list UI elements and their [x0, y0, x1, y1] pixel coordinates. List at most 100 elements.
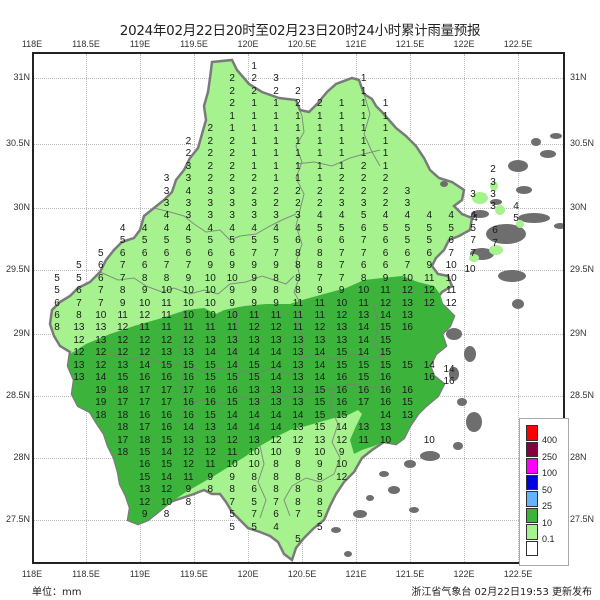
- rainfall-value: 6: [207, 247, 214, 259]
- rainfall-value: 6: [229, 247, 235, 259]
- y-tick-left: 28.5N: [5, 390, 30, 400]
- x-tick-bottom: 120.5E: [287, 569, 317, 579]
- x-tick-top: 121.5E: [395, 39, 425, 49]
- rainfall-value: 3: [295, 210, 301, 222]
- rainfall-value: 9: [317, 285, 323, 297]
- rainfall-value: 16: [182, 397, 194, 409]
- rainfall-value: 8: [273, 471, 279, 483]
- rainfall-value: 16: [139, 409, 151, 421]
- rainfall-value: 14: [270, 409, 282, 421]
- rainfall-value: 1: [251, 98, 257, 110]
- rainfall-value: 17: [117, 397, 129, 409]
- rainfall-value: 1: [382, 148, 389, 160]
- rainfall-value: 13: [292, 384, 304, 396]
- rainfall-value: 1: [338, 148, 345, 160]
- rainfall-value: 5: [317, 509, 323, 521]
- rainfall-value: 6: [98, 260, 104, 272]
- rainfall-value: 9: [273, 260, 279, 272]
- rainfall-value: 18: [117, 422, 129, 434]
- rainfall-value: 4: [273, 521, 279, 533]
- rainfall-value: 1: [360, 135, 367, 147]
- rainfall-value: 8: [317, 484, 323, 496]
- rainfall-value: 12: [117, 334, 129, 346]
- x-tick-bottom: 120E: [237, 569, 259, 579]
- rainfall-value: 10: [204, 285, 216, 297]
- rainfall-value: 8: [295, 247, 301, 259]
- x-tick-bottom: 121E: [345, 569, 367, 579]
- rainfall-value: 8: [317, 260, 323, 272]
- rainfall-value: 16: [379, 372, 392, 384]
- y-tick-right: 29.5N: [570, 264, 595, 274]
- rainfall-value: 5: [229, 509, 235, 521]
- rainfall-value: 4: [141, 222, 148, 234]
- rainfall-value: 8: [54, 322, 60, 334]
- rainfall-value: 5: [360, 210, 367, 222]
- island-rainfall-value: 4: [513, 201, 519, 212]
- rainfall-value: 1: [360, 98, 367, 110]
- rainfall-value: 6: [338, 235, 345, 247]
- rainfall-value: 1: [338, 135, 345, 147]
- rainfall-value: 3: [229, 185, 235, 197]
- rainfall-value: 8: [295, 471, 301, 483]
- rainfall-value: 2: [207, 160, 214, 172]
- rainfall-value: 14: [226, 422, 238, 434]
- rainfall-value: 13: [226, 334, 238, 346]
- rainfall-value: 13: [336, 322, 348, 334]
- rainfall-value: 12: [73, 334, 85, 346]
- rainfall-value: 11: [183, 471, 194, 483]
- rainfall-value: 4: [207, 222, 214, 234]
- rainfall-value: 8: [295, 260, 301, 272]
- rainfall-value: 16: [160, 372, 173, 384]
- y-tick-left: 27.5N: [5, 514, 30, 524]
- rainfall-value: 6: [273, 509, 279, 521]
- rainfall-value: 15: [358, 372, 370, 384]
- rainfall-value: 2: [251, 185, 257, 197]
- rainfall-value: 1: [251, 135, 257, 147]
- rainfall-value: 4: [251, 222, 257, 234]
- rainfall-value: 4: [470, 210, 476, 222]
- rainfall-value: 15: [248, 372, 260, 384]
- rainfall-value: 1: [317, 148, 323, 160]
- rainfall-value: 8: [273, 484, 279, 496]
- rainfall-value: 15: [160, 359, 173, 371]
- rainfall-value: 1: [317, 110, 323, 122]
- rainfall-value: 5: [426, 235, 433, 247]
- rainfall-value: 1: [273, 148, 279, 160]
- rainfall-value: 4: [317, 210, 323, 222]
- legend-label: 10: [542, 517, 553, 528]
- rainfall-value: 15: [336, 347, 348, 359]
- x-tick-top: 122.5E: [503, 39, 533, 49]
- rainfall-value: 7: [185, 260, 192, 272]
- rainfall-value: 8: [295, 496, 301, 508]
- rainfall-value: 9: [251, 285, 257, 297]
- rainfall-value: 19: [95, 397, 107, 409]
- rainfall-value: 16: [401, 322, 413, 334]
- rainfall-value: 14: [226, 409, 238, 421]
- rainfall-value: 14: [248, 347, 260, 359]
- rainfall-value: 17: [139, 384, 151, 396]
- rainfall-value: 15: [379, 359, 392, 371]
- y-tick-left: 29.5N: [5, 264, 30, 274]
- x-tick-top: 118E: [21, 39, 43, 49]
- rainfall-value: 7: [360, 235, 367, 247]
- rainfall-value: 14: [358, 322, 370, 334]
- rainfall-value: 12: [226, 434, 238, 446]
- rainfall-value: 1: [229, 110, 235, 122]
- latitude-gridline: [34, 78, 563, 79]
- rainfall-value: 4: [163, 210, 170, 222]
- rainfall-value: 10: [379, 434, 392, 446]
- rainfall-value: 9: [229, 297, 235, 309]
- rainfall-value: 2: [360, 173, 367, 185]
- rainfall-value: 3: [338, 197, 345, 209]
- rainfall-value: 13: [401, 310, 413, 321]
- rainfall-value: 10: [336, 297, 348, 309]
- rainfall-value: 2: [273, 85, 279, 97]
- rainfall-value: 10: [160, 285, 173, 297]
- rainfall-value: 3: [404, 185, 411, 197]
- rainfall-value: 12: [139, 496, 151, 508]
- rainfall-value: 14: [204, 347, 216, 359]
- rainfall-value: 8: [207, 484, 214, 496]
- rainfall-value: 10: [182, 297, 194, 309]
- rainfall-value: 7: [338, 247, 345, 259]
- rainfall-value: 9: [141, 509, 148, 521]
